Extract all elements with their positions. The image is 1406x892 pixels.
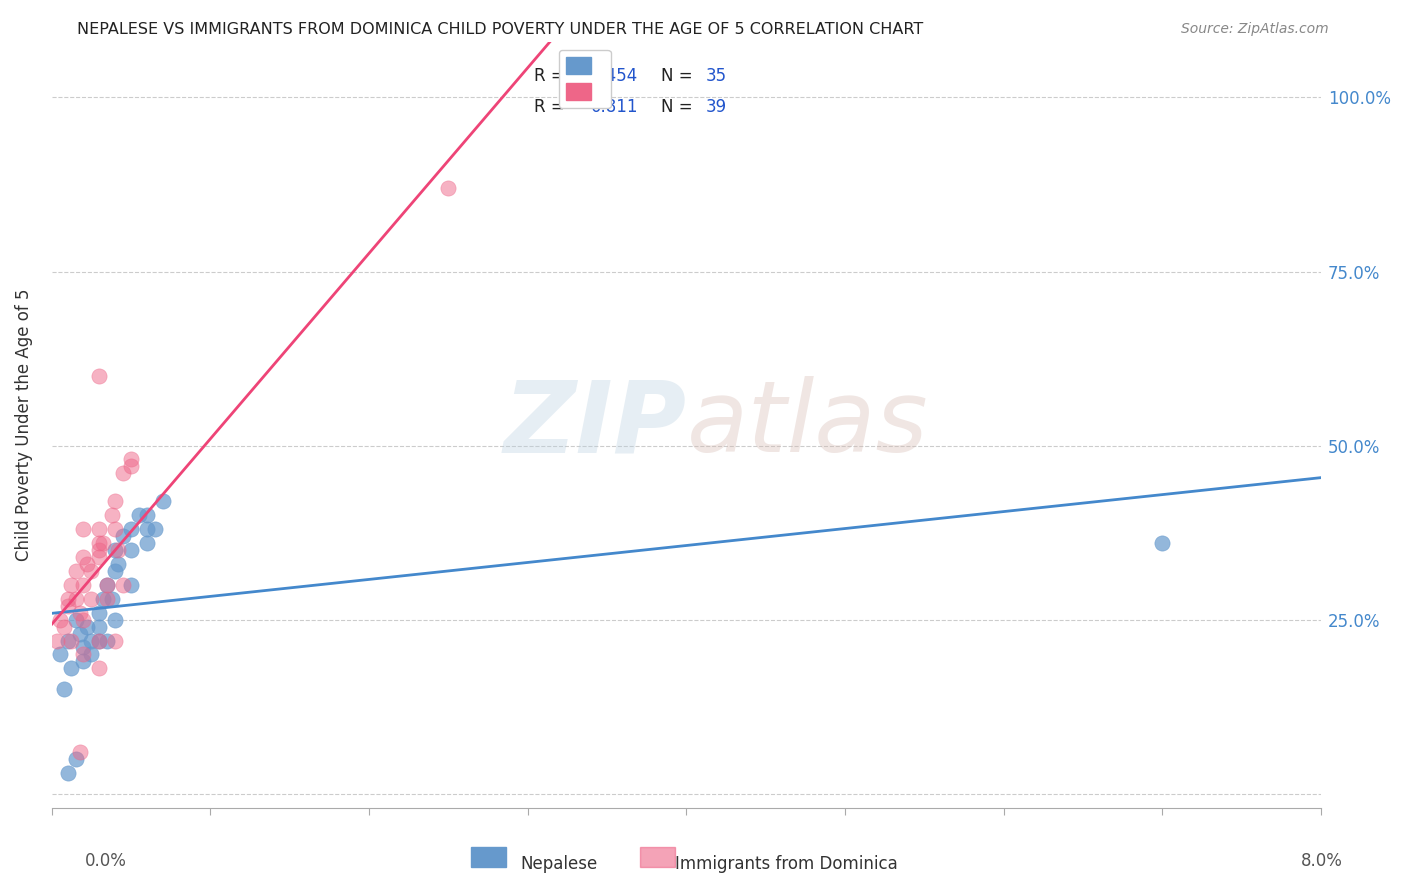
Text: N =: N = bbox=[661, 98, 697, 116]
Point bbox=[56, 599, 79, 613]
Point bbox=[53, 619, 76, 633]
Text: Nepalese: Nepalese bbox=[520, 855, 598, 872]
Point bbox=[56, 765, 79, 780]
Point bbox=[104, 494, 127, 508]
Point bbox=[96, 633, 118, 648]
Point bbox=[89, 536, 111, 550]
Point bbox=[72, 522, 94, 536]
Point bbox=[72, 549, 94, 564]
Point bbox=[96, 591, 118, 606]
Point bbox=[143, 522, 166, 536]
Text: Source: ZipAtlas.com: Source: ZipAtlas.com bbox=[1181, 22, 1329, 37]
Point bbox=[89, 661, 111, 675]
Text: 39: 39 bbox=[706, 98, 727, 116]
Point bbox=[107, 557, 129, 571]
Point bbox=[104, 633, 127, 648]
Point bbox=[59, 578, 82, 592]
Point bbox=[80, 633, 103, 648]
Point bbox=[48, 613, 70, 627]
Point bbox=[101, 508, 124, 523]
Point bbox=[72, 578, 94, 592]
Point bbox=[437, 181, 460, 195]
Text: R =: R = bbox=[534, 67, 569, 86]
Text: 0.454: 0.454 bbox=[591, 67, 638, 86]
Point bbox=[89, 633, 111, 648]
Point bbox=[120, 522, 142, 536]
Text: 0.811: 0.811 bbox=[591, 98, 638, 116]
Point bbox=[96, 578, 118, 592]
Text: R =: R = bbox=[534, 98, 569, 116]
Point bbox=[136, 522, 159, 536]
Point bbox=[89, 543, 111, 558]
Point bbox=[56, 633, 79, 648]
Point bbox=[101, 591, 124, 606]
Text: 0.0%: 0.0% bbox=[84, 852, 127, 870]
Point bbox=[104, 543, 127, 558]
Text: ZIP: ZIP bbox=[503, 376, 686, 473]
Point bbox=[65, 591, 87, 606]
Point bbox=[112, 529, 135, 543]
Point bbox=[89, 606, 111, 620]
Text: 35: 35 bbox=[706, 67, 727, 86]
Point bbox=[91, 536, 114, 550]
Point bbox=[48, 648, 70, 662]
Point bbox=[128, 508, 150, 523]
Point bbox=[56, 591, 79, 606]
Point bbox=[136, 536, 159, 550]
Point bbox=[80, 648, 103, 662]
Point bbox=[89, 368, 111, 383]
Point bbox=[107, 543, 129, 558]
Point bbox=[59, 633, 82, 648]
Point bbox=[91, 591, 114, 606]
Point bbox=[65, 564, 87, 578]
Point bbox=[104, 613, 127, 627]
Point bbox=[1152, 536, 1174, 550]
Point bbox=[89, 522, 111, 536]
Point bbox=[112, 467, 135, 481]
Point bbox=[65, 752, 87, 766]
Text: NEPALESE VS IMMIGRANTS FROM DOMINICA CHILD POVERTY UNDER THE AGE OF 5 CORRELATIO: NEPALESE VS IMMIGRANTS FROM DOMINICA CHI… bbox=[77, 22, 924, 37]
Text: 8.0%: 8.0% bbox=[1301, 852, 1343, 870]
Point bbox=[69, 626, 91, 640]
Text: Immigrants from Dominica: Immigrants from Dominica bbox=[675, 855, 897, 872]
Point bbox=[65, 613, 87, 627]
Point bbox=[89, 549, 111, 564]
Point bbox=[80, 591, 103, 606]
Point bbox=[72, 613, 94, 627]
Point bbox=[45, 633, 67, 648]
Point bbox=[120, 452, 142, 467]
Point bbox=[72, 654, 94, 668]
Point bbox=[89, 633, 111, 648]
Point bbox=[104, 564, 127, 578]
Y-axis label: Child Poverty Under the Age of 5: Child Poverty Under the Age of 5 bbox=[15, 288, 32, 561]
Point bbox=[69, 606, 91, 620]
Text: N =: N = bbox=[661, 67, 697, 86]
Point bbox=[72, 640, 94, 655]
Point bbox=[76, 557, 98, 571]
Point bbox=[89, 619, 111, 633]
Text: atlas: atlas bbox=[686, 376, 928, 473]
Legend: , : , bbox=[560, 50, 610, 108]
Point bbox=[72, 648, 94, 662]
Point bbox=[59, 661, 82, 675]
Point bbox=[136, 508, 159, 523]
Point bbox=[120, 459, 142, 474]
Point bbox=[53, 682, 76, 697]
Point bbox=[76, 619, 98, 633]
Point bbox=[69, 745, 91, 759]
Point bbox=[112, 578, 135, 592]
Point bbox=[120, 578, 142, 592]
Point bbox=[104, 522, 127, 536]
Point bbox=[96, 578, 118, 592]
Point bbox=[120, 543, 142, 558]
Point bbox=[152, 494, 174, 508]
Point bbox=[80, 564, 103, 578]
